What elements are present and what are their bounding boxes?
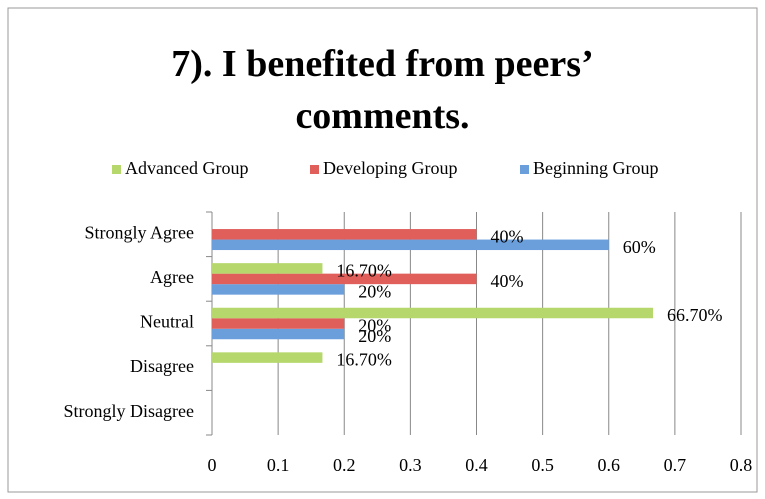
bar bbox=[212, 263, 323, 274]
data-label: 20% bbox=[358, 282, 391, 302]
chart-frame bbox=[7, 7, 758, 493]
x-tick-label: 0.1 bbox=[267, 455, 290, 475]
data-label: 40% bbox=[491, 271, 524, 291]
bar bbox=[212, 229, 477, 240]
x-tick-label: 0.5 bbox=[531, 455, 554, 475]
bar bbox=[212, 284, 345, 295]
data-label: 66.70% bbox=[667, 305, 723, 325]
bar bbox=[212, 328, 345, 340]
data-label: 40% bbox=[491, 226, 524, 246]
bar bbox=[212, 318, 345, 329]
legend-swatch bbox=[112, 165, 121, 174]
x-tick-label: 0.7 bbox=[664, 455, 687, 475]
chart-title: 7). I benefited from peers’ comments. bbox=[171, 43, 594, 137]
x-tick-label: 0.2 bbox=[333, 455, 356, 475]
bar bbox=[212, 307, 654, 319]
legend-swatch bbox=[310, 165, 319, 174]
legend-swatch bbox=[520, 165, 529, 174]
data-label: 16.70% bbox=[336, 261, 392, 281]
data-label: 20% bbox=[358, 326, 391, 346]
legend-label: Advanced Group bbox=[125, 158, 248, 178]
x-tick-label: 0.6 bbox=[598, 455, 621, 475]
data-label: 16.70% bbox=[336, 350, 392, 370]
bar bbox=[212, 239, 609, 251]
data-label: 20% bbox=[358, 316, 391, 336]
y-tick-label: Disagree bbox=[130, 356, 194, 376]
x-tick-label: 0 bbox=[208, 455, 217, 475]
y-tick-label: Strongly Disagree bbox=[64, 401, 194, 421]
bar bbox=[212, 352, 323, 363]
y-tick-label: Agree bbox=[150, 267, 194, 287]
data-label: 60% bbox=[623, 237, 656, 257]
y-tick-label: Neutral bbox=[140, 312, 194, 332]
legend-label: Developing Group bbox=[323, 158, 457, 178]
bar bbox=[212, 273, 477, 285]
y-tick-label: Strongly Agree bbox=[85, 222, 195, 242]
x-tick-label: 0.8 bbox=[730, 455, 753, 475]
legend-label: Beginning Group bbox=[533, 158, 659, 178]
x-tick-label: 0.4 bbox=[465, 455, 488, 475]
x-tick-label: 0.3 bbox=[399, 455, 422, 475]
